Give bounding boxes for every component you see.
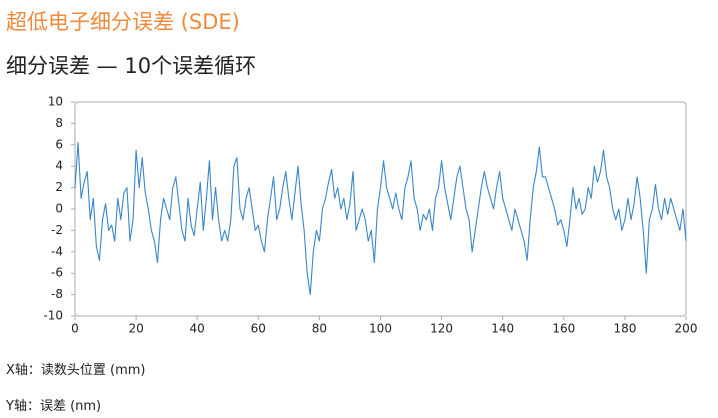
x-tick-label: 80: [312, 322, 327, 336]
subtitle: 细分误差 — 10个误差循环: [6, 54, 257, 78]
y-tick-label: -6: [51, 266, 63, 280]
y-tick-label: -10: [43, 309, 63, 323]
y-tick-label: 0: [55, 202, 63, 216]
series-line: [74, 142, 687, 296]
x-tick-label: 120: [430, 322, 453, 336]
x-tick-label: 200: [675, 322, 698, 336]
y-tick-label: 2: [55, 180, 63, 194]
title: 超低电子细分误差 (SDE): [6, 10, 240, 34]
x-tick-label: 20: [128, 322, 143, 336]
x-tick-label: 140: [491, 322, 514, 336]
y-axis-note: Y轴：误差 (nm): [6, 399, 102, 414]
y-tick-label: 10: [48, 95, 63, 109]
y-tick-label: -4: [51, 244, 63, 258]
x-tick-label: 160: [552, 322, 575, 336]
x-tick-label: 40: [190, 322, 205, 336]
y-tick-label: 8: [55, 116, 63, 130]
x-axis-note: X轴：读数头位置 (mm): [6, 363, 146, 378]
y-tick-label: -2: [51, 223, 63, 237]
y-tick-label: 6: [55, 137, 63, 151]
y-tick-label: 4: [55, 159, 63, 173]
x-tick-label: 180: [613, 322, 636, 336]
x-tick-label: 100: [369, 322, 392, 336]
x-tick-label: 0: [71, 322, 79, 336]
x-tick-label: 60: [251, 322, 266, 336]
y-tick-label: -8: [51, 287, 63, 301]
